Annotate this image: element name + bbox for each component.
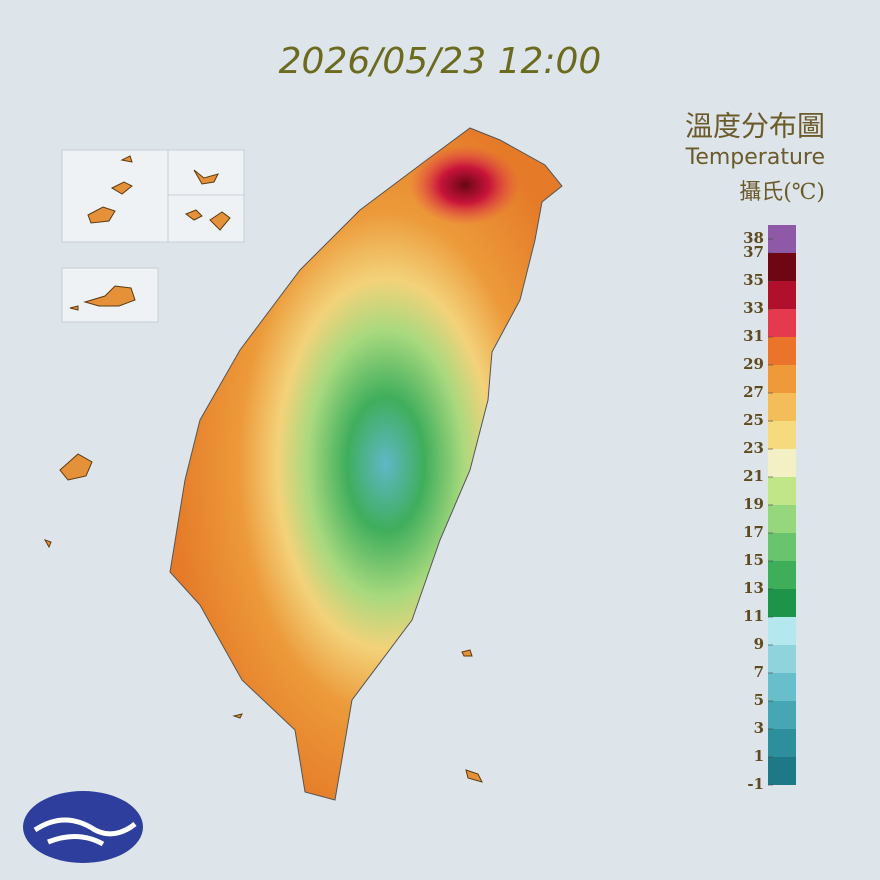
- tick-label: 33: [743, 299, 764, 317]
- tick-label: 9: [754, 635, 764, 653]
- tick-label: 15: [743, 551, 764, 569]
- tick-label: 35: [743, 271, 764, 289]
- color-band: [768, 449, 796, 477]
- tick-label: 38: [743, 229, 764, 247]
- tick-label: 31: [743, 327, 764, 345]
- logo: [23, 791, 143, 863]
- color-band: [768, 477, 796, 505]
- color-band: [768, 393, 796, 421]
- inset-boxes: [61, 149, 245, 323]
- color-band: [768, 365, 796, 393]
- tick-label: 3: [754, 719, 764, 737]
- color-band: [768, 729, 796, 757]
- tick-label: -1: [747, 775, 764, 793]
- tick-label: 17: [743, 523, 764, 541]
- tick-label: 11: [743, 607, 764, 625]
- color-band: [768, 337, 796, 365]
- tick-label: 37: [743, 243, 764, 261]
- color-band: [768, 253, 796, 281]
- color-band: [768, 533, 796, 561]
- color-band: [768, 673, 796, 701]
- tick-label: 29: [743, 355, 764, 373]
- tick-label: 19: [743, 495, 764, 513]
- color-band: [768, 281, 796, 309]
- color-band: [768, 505, 796, 533]
- color-band: [768, 589, 796, 617]
- color-band: [768, 617, 796, 645]
- color-band: [768, 421, 796, 449]
- color-band: [768, 309, 796, 337]
- color-band: [768, 757, 796, 785]
- tick-label: 5: [754, 691, 764, 709]
- tick-label: 21: [743, 467, 764, 485]
- color-band: [768, 561, 796, 589]
- tick-label: 7: [754, 663, 764, 681]
- legend: 溫度分布圖 Temperature 攝氏(℃) 3837353331292725…: [685, 110, 825, 794]
- tick-label: 25: [743, 411, 764, 429]
- tick-label: 1: [754, 747, 764, 765]
- color-band: [768, 701, 796, 729]
- legend-title: 溫度分布圖: [685, 110, 825, 143]
- legend-subtitle: Temperature: [685, 145, 825, 170]
- taiwan-map: [43, 127, 563, 801]
- legend-unit: 攝氏(℃): [739, 180, 825, 205]
- color-band: [768, 645, 796, 673]
- tick-label: 27: [743, 383, 764, 401]
- tick-label: 23: [743, 439, 764, 457]
- tick-label: 13: [743, 579, 764, 597]
- timestamp: 2026/05/23 12:00: [279, 41, 602, 82]
